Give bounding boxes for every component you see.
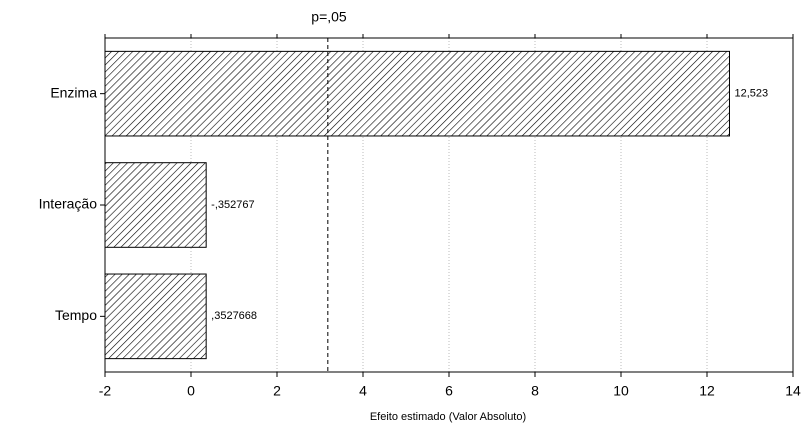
x-tick-label: 4	[359, 383, 367, 399]
x-tick-label: 0	[187, 383, 195, 399]
x-tick-label: 2	[273, 383, 281, 399]
x-tick-label: 6	[445, 383, 453, 399]
x-tick-label: 14	[785, 383, 801, 399]
x-tick-label: 12	[699, 383, 715, 399]
value-label: -,352767	[211, 199, 254, 211]
bar	[104, 162, 207, 248]
y-tick-label: Enzima	[50, 84, 97, 100]
x-tick-label: -2	[99, 383, 112, 399]
y-tick-label: Tempo	[55, 307, 97, 323]
reference-label: p=,05	[311, 9, 347, 25]
bar	[104, 50, 730, 137]
value-label: ,3527668	[211, 310, 257, 322]
bar	[104, 273, 207, 360]
y-tick-label: Interação	[39, 196, 98, 212]
value-label: 12,523	[734, 88, 768, 100]
x-axis-label: Efeito estimado (Valor Absoluto)	[370, 411, 526, 423]
x-tick-label: 8	[531, 383, 539, 399]
x-tick-label: 10	[613, 383, 629, 399]
